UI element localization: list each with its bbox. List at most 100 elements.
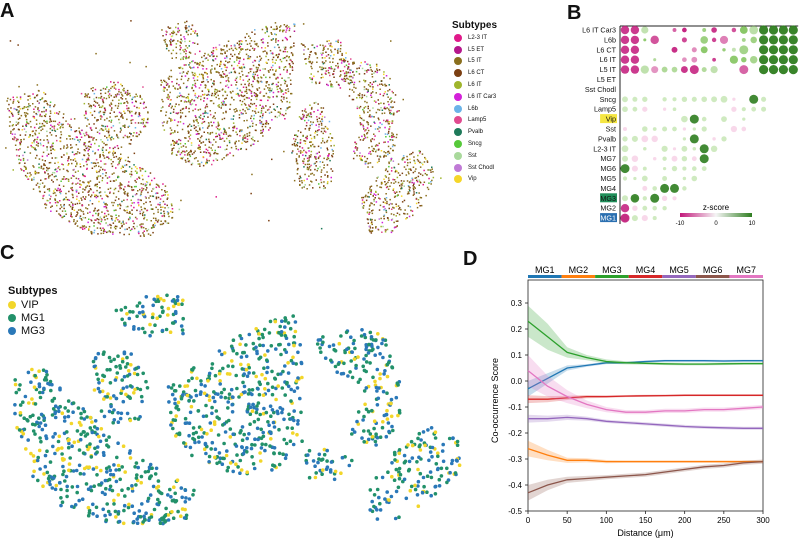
cell-point <box>107 91 110 93</box>
cell-point <box>390 109 392 112</box>
cell-point <box>49 106 51 108</box>
cell-point <box>42 386 46 391</box>
cell-point <box>222 49 225 51</box>
cell-point <box>255 124 257 126</box>
cell-point <box>34 96 36 99</box>
cell-point <box>202 68 204 70</box>
matrix-dot <box>632 205 638 211</box>
cell-point <box>245 410 250 414</box>
cell-point <box>393 196 396 198</box>
cell-point <box>109 137 112 139</box>
cell-point <box>254 73 256 76</box>
cell-point <box>165 33 167 36</box>
cell-point <box>197 122 199 124</box>
legend-a-swatch <box>454 57 462 66</box>
cell-point <box>50 486 55 490</box>
cell-point <box>102 168 104 171</box>
cell-point <box>95 158 98 161</box>
cell-point <box>115 196 118 198</box>
cell-point <box>16 138 18 140</box>
cell-point <box>55 157 58 159</box>
cell-point <box>112 161 114 163</box>
cell-point <box>292 389 297 393</box>
cell-point <box>260 122 262 125</box>
cell-point <box>159 491 164 496</box>
cell-point <box>302 160 304 162</box>
cell-point <box>238 117 241 119</box>
cell-point <box>329 67 332 70</box>
cell-point <box>163 88 165 90</box>
cell-point <box>292 409 297 413</box>
cell-point <box>97 195 99 198</box>
cell-point <box>400 187 402 190</box>
cell-point <box>306 135 308 137</box>
cell-point <box>196 118 198 121</box>
matrix-dot <box>749 25 759 35</box>
cell-point <box>254 33 256 35</box>
cell-point <box>405 218 407 220</box>
cell-point <box>114 515 118 519</box>
cell-point <box>310 73 312 75</box>
cell-point <box>177 151 179 153</box>
cell-point <box>144 208 146 210</box>
cell-point <box>162 194 165 196</box>
cell-point <box>258 64 261 67</box>
cell-point <box>347 60 349 63</box>
cell-point <box>245 446 249 450</box>
cell-point <box>340 44 342 47</box>
cell-point <box>212 50 215 52</box>
cell-point <box>350 69 352 71</box>
cell-point <box>356 147 359 149</box>
cell-point <box>179 139 182 142</box>
cell-point <box>180 58 182 61</box>
cell-point <box>269 344 274 348</box>
cell-point <box>331 137 334 139</box>
cell-point <box>350 58 352 60</box>
cell-point <box>207 81 209 83</box>
cell-point <box>100 160 102 162</box>
cell-point <box>180 78 183 81</box>
cell-point <box>156 192 158 194</box>
cell-point <box>172 139 174 142</box>
cell-point <box>253 78 256 80</box>
cell-point <box>46 135 48 137</box>
cell-point <box>46 139 49 141</box>
cell-point <box>36 478 40 483</box>
cell-point <box>113 111 115 113</box>
legend-a-item: L5 ET <box>454 44 496 56</box>
cell-point <box>385 120 387 123</box>
cell-point <box>23 107 25 109</box>
cell-point <box>67 159 69 162</box>
cell-point <box>285 89 287 91</box>
cell-point <box>44 203 46 206</box>
cell-point <box>129 211 131 213</box>
cell-point <box>48 167 51 169</box>
matrix-dot <box>620 164 630 174</box>
cell-point <box>219 81 222 84</box>
cell-point <box>108 104 111 106</box>
cell-point <box>291 61 293 63</box>
cell-point <box>274 397 278 402</box>
cell-point <box>65 147 68 149</box>
cell-point <box>201 122 203 125</box>
cell-point <box>90 219 92 221</box>
matrix-dot <box>768 35 779 45</box>
matrix-dot <box>700 46 708 54</box>
cell-point <box>41 111 43 113</box>
cell-point <box>396 110 399 112</box>
cell-point <box>310 50 312 53</box>
cell-point <box>188 64 190 66</box>
cell-point <box>98 439 103 444</box>
cell-point <box>240 103 243 106</box>
cell-point <box>108 89 110 91</box>
cell-point <box>407 185 410 187</box>
cell-point <box>173 142 175 145</box>
cell-point <box>304 128 307 130</box>
cell-point <box>242 139 244 141</box>
cell-point <box>112 463 116 467</box>
cell-point <box>364 80 367 82</box>
cell-point <box>149 184 151 186</box>
legend-a-label: Pvalb <box>468 129 484 136</box>
matrix-dot <box>719 35 729 44</box>
cell-point <box>198 148 200 150</box>
